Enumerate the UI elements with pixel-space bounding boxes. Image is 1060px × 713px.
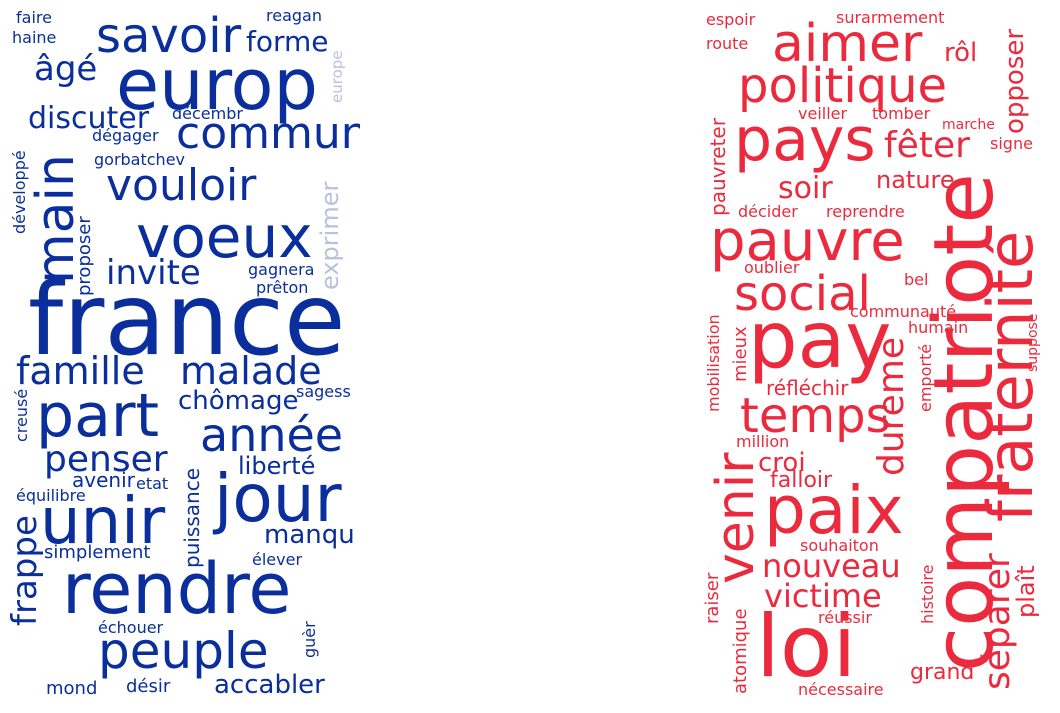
word-suppose: suppose <box>1025 313 1040 372</box>
word-pay: pay <box>748 296 892 386</box>
word-route: route <box>706 34 749 53</box>
word-reprendre: reprendre <box>826 202 905 221</box>
word-bel: bel <box>904 270 929 289</box>
word-age: âgé <box>34 49 98 89</box>
word-frappe: frappe <box>5 515 45 626</box>
word-haine: haine <box>12 28 57 47</box>
word-souhaiton: souhaiton <box>800 536 879 555</box>
word-rendre: rendre <box>62 548 292 630</box>
word-reagan: reagan <box>266 6 322 25</box>
word-equilibre: équilibre <box>16 486 86 505</box>
word-gagnera: gagnera <box>248 260 315 279</box>
word-communaute: communauté <box>850 302 957 321</box>
word-commun: commun <box>176 108 360 159</box>
blue-word-cloud: faire reagan haine savoir forme europe e… <box>0 0 360 713</box>
word-social: social <box>734 266 871 322</box>
word-signe: signe <box>990 134 1033 153</box>
word-veiller: veiller <box>798 104 848 123</box>
word-chomage: chômage <box>178 386 299 416</box>
word-surarmement: surarmement <box>836 8 945 27</box>
word-simplement: simplement <box>44 542 151 563</box>
word-pays: pays <box>734 105 876 175</box>
word-croi: croi <box>758 448 806 478</box>
word-famille: famille <box>16 349 145 393</box>
word-desir: désir <box>126 676 171 697</box>
word-grand: grand <box>910 660 975 685</box>
word-faire: faire <box>16 8 52 27</box>
word-histoire: histoire <box>918 564 937 625</box>
word-invite: invite <box>106 253 201 293</box>
word-atomique: atomique <box>730 608 751 694</box>
word-marche: marche <box>942 117 995 133</box>
word-million: million <box>736 432 790 451</box>
word-separer: séparer <box>977 553 1018 690</box>
word-france: france <box>28 261 346 378</box>
word-loi: loi <box>756 597 857 697</box>
word-nature: nature <box>876 166 955 194</box>
word-europe: europe <box>328 50 346 104</box>
word-guer: guèr <box>300 621 319 658</box>
word-avenir: avenir <box>72 468 135 492</box>
word-sagess: sagess <box>296 382 351 401</box>
word-creuse: creusé <box>12 388 31 442</box>
word-decembr: décembr <box>172 104 243 123</box>
word-nouveau: nouveau <box>762 547 901 585</box>
word-savoir: savoir <box>96 8 242 64</box>
word-echouer: échouer <box>98 618 164 637</box>
word-discuter: discuter <box>28 101 150 136</box>
word-paix: paix <box>764 472 904 549</box>
word-humain: humain <box>908 318 969 337</box>
word-gorbatchev: gorbatchev <box>94 150 186 169</box>
word-reussir: réussir <box>818 608 872 627</box>
word-elever: élever <box>252 550 303 569</box>
word-liberte: liberté <box>238 452 316 480</box>
word-mobilisation: mobilisation <box>704 314 723 412</box>
word-developpe: développé <box>10 150 29 234</box>
word-tomber: tomber <box>872 104 931 123</box>
word-jour: jour <box>214 460 342 537</box>
word-temps: temps <box>740 388 891 444</box>
word-espoir: espoir <box>706 10 756 29</box>
word-penser: penser <box>44 439 168 480</box>
word-accabler: accabler <box>214 670 325 700</box>
word-preton: prêton <box>256 278 309 297</box>
word-forme: forme <box>246 25 329 58</box>
word-necessaire: nécessaire <box>798 680 884 699</box>
word-mieux: mieux <box>730 326 751 382</box>
word-part: part <box>36 381 160 451</box>
word-degager: dégager <box>92 126 159 145</box>
word-feter: fêter <box>884 125 970 166</box>
word-etat: etat <box>136 474 169 493</box>
word-annee: année <box>200 408 344 462</box>
word-rol: rôl <box>944 38 978 68</box>
word-reflechir: réfléchir <box>766 376 849 400</box>
red-word-cloud: espoir surarmement aimer route rôl oppos… <box>700 0 1040 713</box>
word-manqu: manqu <box>264 520 355 550</box>
word-vouloir: vouloir <box>106 160 257 211</box>
word-aimer: aimer <box>772 14 923 74</box>
word-emporte: emporté <box>916 343 935 412</box>
word-peuple: peuple <box>98 622 269 680</box>
word-venir: venir <box>706 452 766 584</box>
word-mond: mond <box>46 678 98 699</box>
word-decider: décider <box>738 202 798 221</box>
word-pauvreter: pauvreter <box>706 118 730 216</box>
word-soir: soir <box>778 171 833 206</box>
word-pauvre: pauvre <box>710 209 905 274</box>
word-falloir: falloir <box>770 468 833 493</box>
word-voeux: voeux <box>136 203 313 271</box>
word-unir: unir <box>40 485 166 559</box>
word-europ: europ <box>116 44 318 126</box>
word-malade: malade <box>180 349 322 393</box>
word-victime: victime <box>764 577 882 615</box>
word-oublier: oublier <box>744 258 800 277</box>
word-politique: politique <box>738 58 948 114</box>
word-raiser: raiser <box>702 572 723 624</box>
word-opposer: opposer <box>1000 28 1030 134</box>
word-plait: plaît <box>1012 565 1040 618</box>
